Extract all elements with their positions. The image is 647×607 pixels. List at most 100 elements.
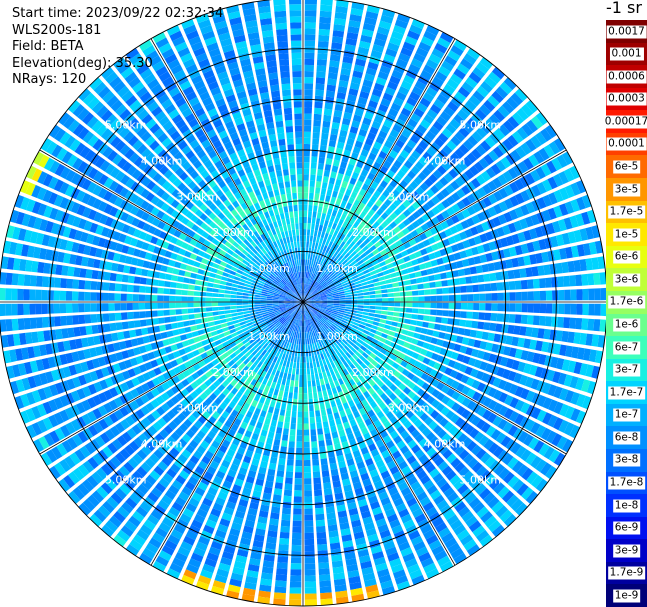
range-gate [559,203,569,216]
range-gate [149,453,160,464]
range-gate [248,391,256,400]
range-gate [514,88,528,102]
range-gate [360,34,373,44]
range-gate [326,329,332,335]
range-gate [357,308,364,312]
range-gate [434,42,448,54]
range-gate [264,336,271,343]
range-gate [278,303,285,305]
range-gate [431,206,441,216]
range-gate [389,203,397,212]
range-gate [125,214,135,225]
range-gate [389,149,399,159]
range-gate [269,456,278,464]
range-gate [519,268,527,278]
range-gate [57,251,65,263]
range-gate [421,427,432,437]
range-gate [282,434,289,441]
range-gate [378,130,388,139]
range-gate [466,48,481,60]
range-gate [411,508,424,518]
range-gate [266,296,273,299]
range-gate [185,563,199,574]
range-gate [505,153,517,165]
range-gate [503,211,513,223]
range-gate [397,322,404,329]
range-gate [285,471,294,478]
range-gate [419,232,428,241]
range-gate [220,556,233,566]
range-gate [447,359,456,368]
range-gate [466,181,476,192]
range-gate [398,203,407,212]
range-gate [29,289,36,301]
range-gate [330,242,337,250]
range-gate [236,269,244,275]
range-gate [314,354,319,362]
range-gate [125,497,138,509]
range-gate [349,378,356,386]
range-gate [238,499,249,508]
range-gate [156,384,165,394]
range-gate [319,359,324,367]
range-gate [289,317,294,323]
range-gate [478,312,486,320]
range-gate [129,539,143,551]
range-gate [461,337,470,346]
range-gate [259,460,268,469]
range-gate [320,458,328,466]
range-gate [136,374,146,384]
range-gate [466,475,479,487]
range-gate [331,431,339,439]
range-gate [530,455,542,469]
range-gate [407,214,416,223]
range-gate [212,307,219,311]
range-gate [324,288,331,292]
range-gate [491,66,505,80]
range-gate [234,452,244,461]
range-gate [189,253,198,260]
range-gate [78,303,85,313]
range-gate [187,296,194,302]
range-gate [17,288,24,301]
range-gate [191,331,199,337]
range-gate [183,569,197,580]
range-gate [308,211,312,218]
range-gate [369,302,376,306]
range-gate [384,225,393,233]
range-gate [305,290,309,297]
range-gate [466,193,477,204]
range-gate [108,313,116,322]
range-gate [200,569,213,579]
range-gate [335,336,342,343]
range-gate [328,356,333,363]
range-gate [406,455,417,465]
range-gate [59,395,70,407]
range-gate [354,332,361,339]
range-gate [99,432,111,444]
range-gate [434,413,444,424]
range-gate [504,198,514,210]
range-gate [345,299,352,302]
range-gate [140,394,150,404]
range-gate [237,288,244,293]
range-gate [318,34,330,42]
range-gate [316,422,323,429]
range-gate [553,401,564,415]
range-gate [396,231,405,239]
range-gate [75,402,86,414]
range-gate [172,350,181,359]
range-gate [247,324,255,330]
range-gate [249,363,257,371]
range-gate [341,330,348,337]
range-gate [398,86,410,96]
range-gate [260,332,267,339]
range-gate [230,305,237,310]
range-gate [384,339,392,346]
range-gate [438,265,446,273]
range-gate [97,405,108,417]
range-gate [332,308,339,312]
range-gate [265,542,277,550]
range-gate [322,120,331,128]
range-gate [367,423,376,432]
